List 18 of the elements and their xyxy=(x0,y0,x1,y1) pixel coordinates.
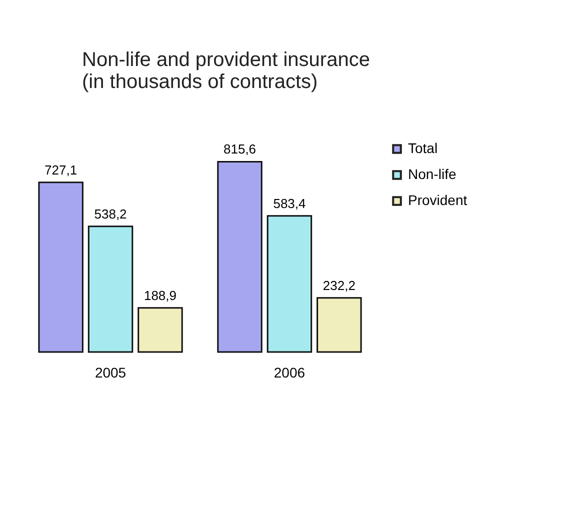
legend-label: Non-life xyxy=(408,166,456,182)
x-tick-label: 2006 xyxy=(274,364,306,380)
data-label: 583,4 xyxy=(273,196,306,211)
bar xyxy=(217,160,262,353)
data-label: 538,2 xyxy=(94,206,127,222)
bar xyxy=(138,307,183,353)
bar xyxy=(316,297,362,353)
bar xyxy=(266,215,312,353)
data-label: 815,6 xyxy=(223,142,256,157)
bar xyxy=(38,182,84,353)
legend-label: Provident xyxy=(408,192,468,208)
x-tick-label: 2005 xyxy=(94,364,126,380)
data-label: 232,2 xyxy=(322,278,356,293)
data-label: 727,1 xyxy=(44,162,78,178)
legend-label: Total xyxy=(408,140,438,156)
bar xyxy=(88,226,134,353)
data-label: 188,9 xyxy=(144,288,177,303)
chart-title: Non-life and provident insurance (in thousands of contracts) xyxy=(82,49,370,93)
